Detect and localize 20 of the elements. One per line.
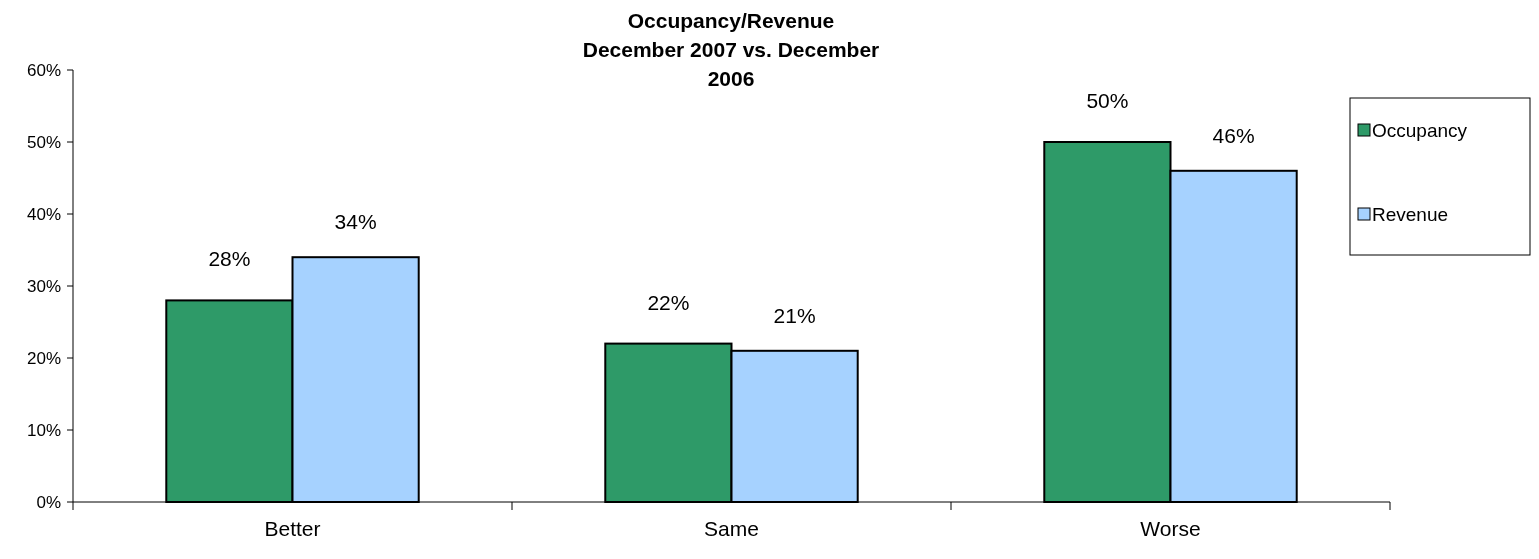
data-label: 21% <box>773 303 816 327</box>
chart-subtitle: December 2007 vs. December 2006 <box>582 38 880 90</box>
y-tick-label: 20% <box>26 348 61 368</box>
y-tick-label: 60% <box>26 60 61 80</box>
data-label: 46% <box>1212 123 1255 147</box>
data-label: 50% <box>1086 89 1129 112</box>
y-tick-label: 0% <box>36 492 61 512</box>
data-label: 28% <box>208 247 251 271</box>
y-tick-label: 50% <box>26 132 61 152</box>
x-tick-label: Worse <box>1140 517 1201 540</box>
y-tick-label: 30% <box>26 276 61 296</box>
y-tick-label: 10% <box>26 420 61 440</box>
x-tick-label: Better <box>264 517 321 540</box>
chart-title: Occupancy/Revenue <box>627 9 835 32</box>
x-tick-label: Same <box>704 517 759 540</box>
legend-label: Revenue <box>1372 203 1449 225</box>
y-tick-label: 40% <box>26 204 61 224</box>
data-label: 34% <box>334 210 377 234</box>
data-label: 22% <box>647 290 690 314</box>
legend-label: Occupancy <box>1372 119 1468 141</box>
